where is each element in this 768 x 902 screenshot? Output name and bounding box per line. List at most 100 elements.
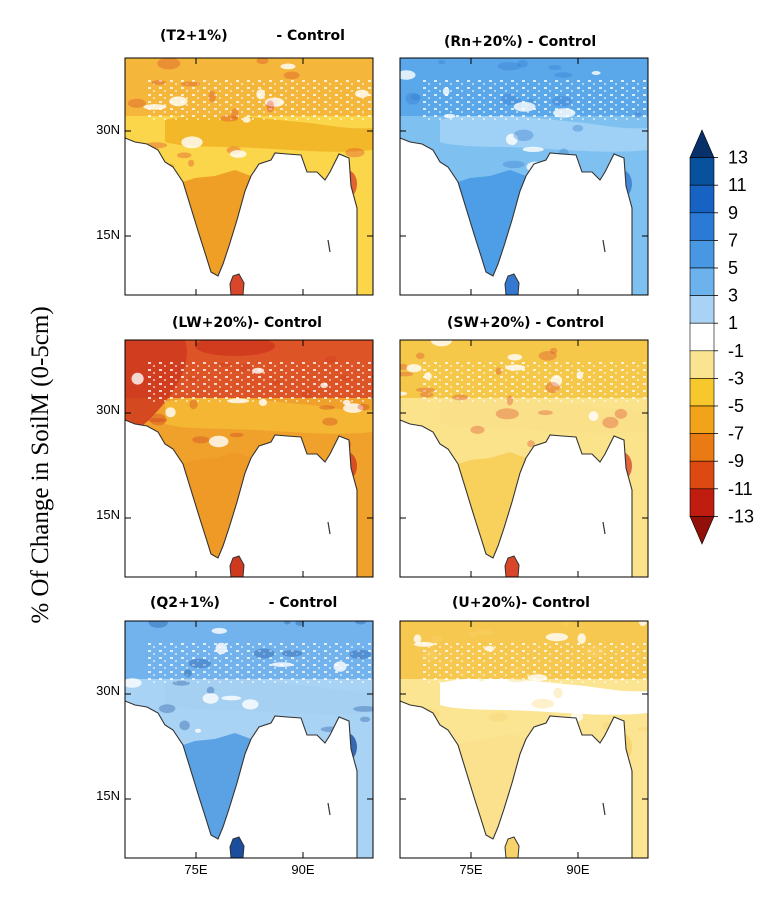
himalaya-speckle	[145, 641, 373, 685]
texture-blotch	[242, 116, 251, 123]
plain-field	[440, 678, 648, 715]
texture-blotch	[510, 666, 523, 673]
texture-blotch	[538, 351, 557, 361]
texture-blotch	[477, 672, 485, 682]
texture-blotch	[266, 100, 275, 113]
texture-blotch	[271, 662, 293, 667]
texture-blotch	[452, 394, 469, 401]
texture-blotch	[280, 63, 296, 70]
texture-blotch	[256, 58, 269, 65]
texture-blotch	[597, 698, 617, 708]
colorbar-segment	[689, 350, 715, 379]
texture-blotch	[527, 674, 548, 682]
plain-field	[165, 115, 373, 152]
texture-blotch	[495, 408, 519, 420]
texture-blotch	[215, 642, 228, 655]
texture-blotch	[506, 395, 514, 406]
texture-blotch	[165, 407, 176, 418]
texture-blotch	[322, 417, 338, 426]
colorbar-segment	[689, 157, 715, 186]
plain-field	[440, 115, 648, 152]
texture-blotch	[231, 108, 239, 120]
coastline	[399, 700, 633, 858]
texture-blotch	[188, 658, 211, 669]
peninsula-field	[458, 452, 526, 558]
texture-blotch	[227, 398, 250, 404]
texture-blotch	[283, 71, 300, 80]
texture-blotch	[550, 375, 563, 387]
texture-blotch	[638, 621, 647, 627]
colorbar-segment	[689, 378, 715, 407]
colorbar-label: -7	[728, 424, 744, 444]
texture-blotch	[181, 136, 203, 149]
texture-blotch	[614, 408, 628, 419]
andaman-islands	[327, 802, 331, 816]
texture-blotch	[324, 355, 337, 364]
colorbar-segment	[689, 488, 715, 517]
texture-blotch	[424, 372, 432, 380]
y-tick-30n-row1: 30N	[96, 122, 120, 137]
plain-field	[440, 397, 648, 434]
panel-lw	[124, 339, 374, 578]
colorbar-segment	[689, 295, 715, 324]
texture-blotch	[507, 354, 523, 361]
panel-title-rn: (Rn+20%) - Control	[444, 34, 596, 50]
texture-blotch	[252, 367, 265, 374]
colorbar-segment	[689, 433, 715, 462]
peninsula-field	[183, 452, 251, 558]
texture-blotch	[548, 65, 562, 70]
colorbar-arrow-bottom	[689, 516, 715, 545]
coastline	[399, 419, 633, 577]
panel-t2	[124, 57, 374, 296]
colorbar-label: 3	[728, 286, 738, 306]
panel-frame	[124, 620, 374, 859]
texture-blotch	[360, 716, 371, 722]
peninsula-field	[458, 733, 526, 839]
panel-frame	[399, 620, 649, 859]
texture-blotch	[400, 371, 414, 377]
texture-blotch	[522, 146, 544, 152]
texture-blotch	[553, 108, 576, 118]
colorbar-segment	[689, 184, 715, 214]
colorbar-segment	[689, 405, 715, 434]
andaman-islands	[327, 521, 331, 535]
hotspot-north	[195, 340, 275, 356]
sri-lanka	[505, 274, 519, 295]
texture-blotch	[513, 129, 534, 141]
colorbar-label: -3	[728, 368, 744, 388]
texture-blotch	[406, 364, 422, 373]
texture-blotch	[319, 405, 335, 410]
texture-blotch	[545, 382, 560, 393]
texture-blotch	[188, 159, 195, 167]
texture-blotch	[468, 631, 477, 638]
texture-blotch	[264, 97, 285, 107]
texture-blotch	[180, 81, 201, 87]
sri-lanka	[230, 274, 244, 295]
texture-blotch	[340, 374, 351, 381]
texture-blotch	[497, 62, 521, 71]
texture-blotch	[125, 678, 142, 688]
texture-blotch	[242, 699, 259, 710]
plain-field	[165, 397, 373, 434]
sri-lanka	[230, 556, 244, 577]
texture-blotch	[413, 641, 435, 647]
panel-title-lw: (LW+20%)- Control	[172, 315, 322, 331]
texture-blotch	[507, 677, 526, 683]
colorbar-segment	[689, 460, 715, 490]
panel-title-t2: (T2+1%) - Control	[160, 28, 345, 44]
texture-blotch	[229, 150, 247, 158]
colorbar-label: 11	[728, 175, 747, 195]
texture-blotch	[502, 160, 525, 169]
colorbar-label: 5	[728, 258, 738, 278]
y-tick-15n-row3: 15N	[96, 788, 120, 803]
texture-blotch	[208, 435, 229, 448]
texture-blotch	[148, 621, 168, 628]
x-tick-75e-right: 75E	[459, 862, 482, 877]
colorbar-segment	[689, 322, 715, 352]
texture-blotch	[576, 371, 584, 380]
colorbar-label: -1	[728, 341, 744, 361]
texture-blotch	[202, 693, 219, 704]
texture-blotch	[553, 687, 563, 699]
peninsula-field	[458, 170, 526, 276]
